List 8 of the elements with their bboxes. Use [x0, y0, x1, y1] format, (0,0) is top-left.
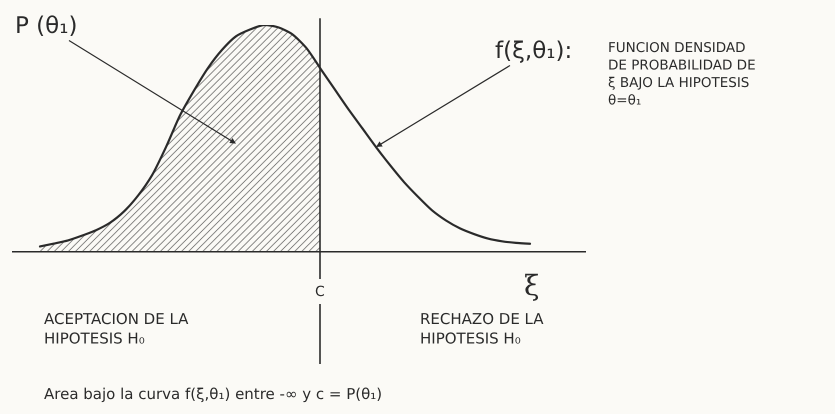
text: ACEPTACION DE LA HIPOTESIS H₀: [44, 310, 190, 348]
x-axis-title: ξ: [524, 269, 540, 302]
text: RECHAZO DE LA HIPOTESIS H₀: [420, 310, 544, 348]
annotation: f(ξ,θ₁):: [495, 38, 572, 64]
text: FUNCION DENSIDAD DE PROBABILIDAD DE ξ BAJO LA HIPOTESIS θ=θ₁: [608, 40, 756, 109]
text: Area bajo la curva f(ξ,θ₁) entre -∞ y c = P(θ₁): [44, 385, 382, 403]
text: C: [315, 284, 325, 300]
annotation: P (θ₁): [15, 13, 78, 39]
